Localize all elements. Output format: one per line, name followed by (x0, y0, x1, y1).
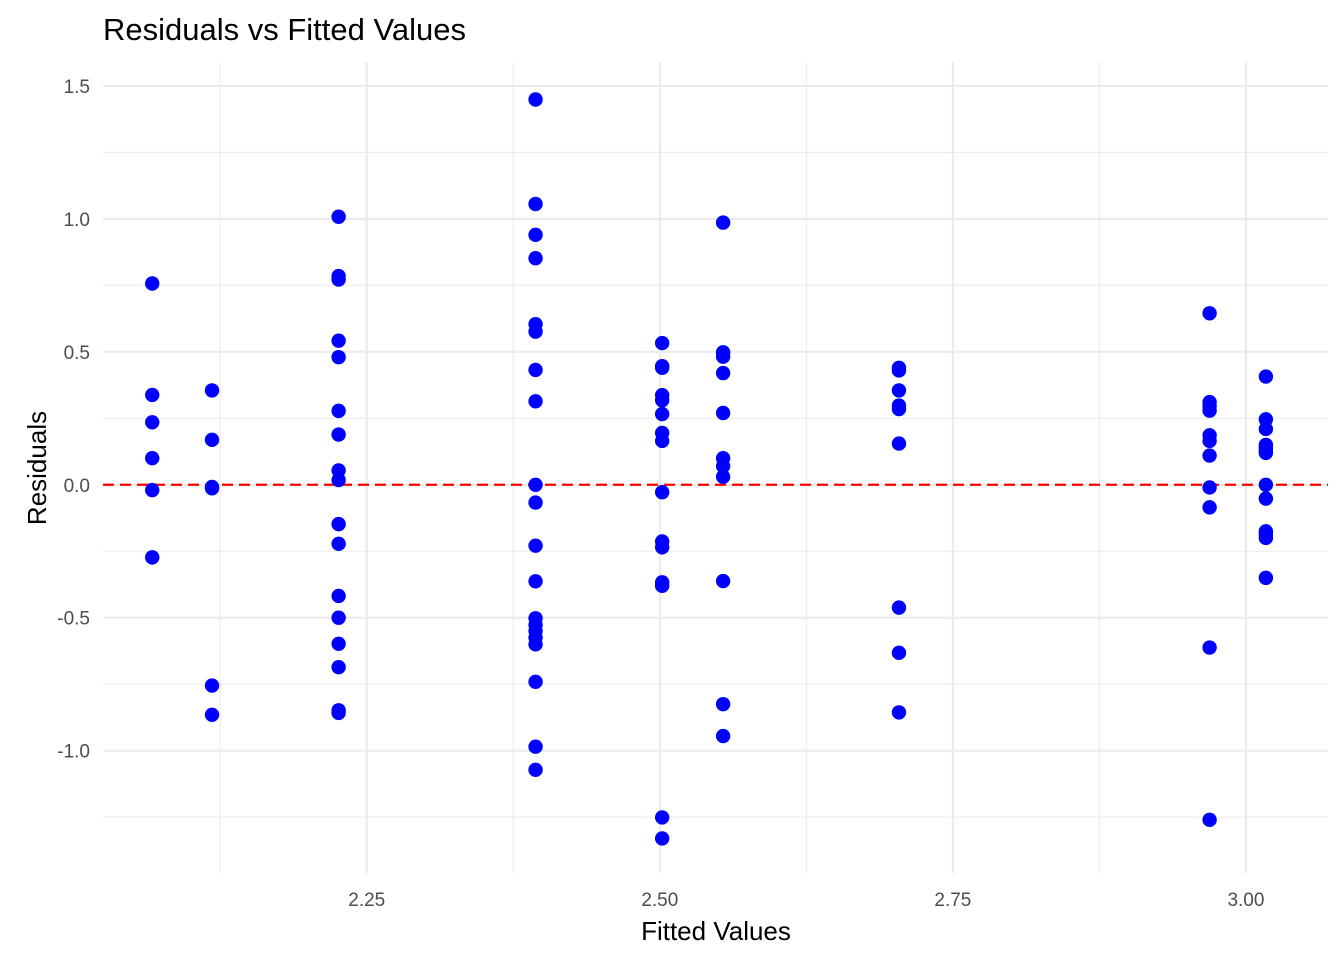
data-point (204, 383, 220, 398)
data-point (528, 362, 543, 378)
data-point (145, 482, 160, 498)
data-points (145, 92, 1274, 846)
y-tick-label: 0.0 (64, 476, 90, 497)
data-point (331, 636, 346, 651)
data-point (654, 406, 670, 422)
grid-lines (103, 62, 1328, 873)
data-point (331, 536, 346, 552)
data-point (204, 481, 220, 496)
data-point (1202, 500, 1217, 515)
data-point (331, 349, 346, 365)
data-point (1258, 570, 1274, 586)
data-point (145, 387, 160, 403)
x-axis-title: Fitted Values (641, 916, 791, 946)
data-point (1202, 812, 1217, 828)
data-point (528, 674, 543, 690)
data-point (891, 383, 907, 398)
data-point (654, 433, 670, 449)
data-point (654, 393, 670, 408)
data-point (891, 436, 907, 451)
data-point (331, 427, 346, 442)
y-tick-label: 1.5 (64, 77, 90, 98)
y-axis-title: Residuals (22, 411, 52, 525)
data-point (331, 516, 346, 532)
data-point (654, 485, 670, 500)
data-point (715, 573, 731, 589)
data-point (331, 272, 346, 287)
y-tick-label: 1.0 (64, 210, 90, 231)
data-point (528, 477, 543, 492)
data-point (145, 276, 160, 291)
data-point (528, 574, 543, 589)
data-point (528, 324, 543, 339)
data-point (1202, 306, 1217, 321)
data-point (891, 645, 907, 661)
y-tick-label: -0.5 (57, 609, 90, 630)
data-point (654, 540, 670, 555)
y-tick-label: -1.0 (57, 742, 90, 763)
x-tick-label: 2.75 (934, 890, 971, 911)
x-tick-label: 2.50 (641, 890, 678, 911)
data-point (331, 403, 346, 419)
data-point (528, 495, 543, 510)
data-point (654, 810, 670, 825)
data-point (715, 458, 731, 474)
data-point (204, 678, 220, 693)
y-axis-ticks: -1.0 -0.5 0.0 0.5 1.0 1.5 (57, 77, 90, 763)
data-point (715, 469, 731, 485)
data-point (715, 365, 731, 381)
data-point (204, 432, 220, 448)
data-point (891, 600, 907, 615)
data-point (331, 209, 346, 224)
data-point (1258, 530, 1274, 546)
data-point (1258, 445, 1274, 461)
data-point (331, 610, 346, 625)
data-point (1202, 448, 1217, 463)
data-point (715, 405, 731, 421)
x-tick-label: 3.00 (1227, 890, 1264, 911)
data-point (654, 335, 670, 351)
y-tick-label: 0.5 (64, 343, 90, 364)
data-point (1258, 421, 1274, 437)
data-point (1202, 640, 1217, 655)
data-point (715, 215, 731, 230)
x-axis-ticks: 2.25 2.50 2.75 3.00 (348, 890, 1264, 911)
data-point (654, 831, 670, 846)
data-point (528, 538, 543, 553)
data-point (528, 196, 543, 212)
data-point (715, 349, 731, 364)
data-point (145, 450, 160, 466)
data-point (1202, 403, 1217, 418)
data-point (331, 659, 346, 675)
data-point (331, 705, 346, 721)
data-point (145, 550, 160, 565)
data-point (891, 401, 907, 417)
data-point (331, 333, 346, 348)
data-point (891, 705, 907, 720)
data-point (528, 227, 543, 243)
data-point (204, 707, 220, 722)
data-point (1258, 477, 1274, 492)
data-point (715, 728, 731, 744)
data-point (528, 251, 543, 266)
data-point (331, 588, 346, 604)
x-tick-label: 2.25 (348, 890, 385, 911)
data-point (1202, 480, 1217, 495)
data-point (528, 762, 543, 778)
data-point (331, 472, 346, 488)
data-point (715, 696, 731, 712)
data-point (528, 394, 543, 409)
data-point (528, 92, 543, 107)
data-point (654, 360, 670, 375)
data-point (145, 415, 160, 430)
data-point (1258, 369, 1274, 384)
data-point (528, 739, 543, 754)
data-point (528, 637, 543, 652)
data-point (891, 363, 907, 378)
data-point (1202, 433, 1217, 449)
data-point (1258, 491, 1274, 506)
chart-title: Residuals vs Fitted Values (103, 12, 466, 47)
data-point (654, 578, 670, 594)
